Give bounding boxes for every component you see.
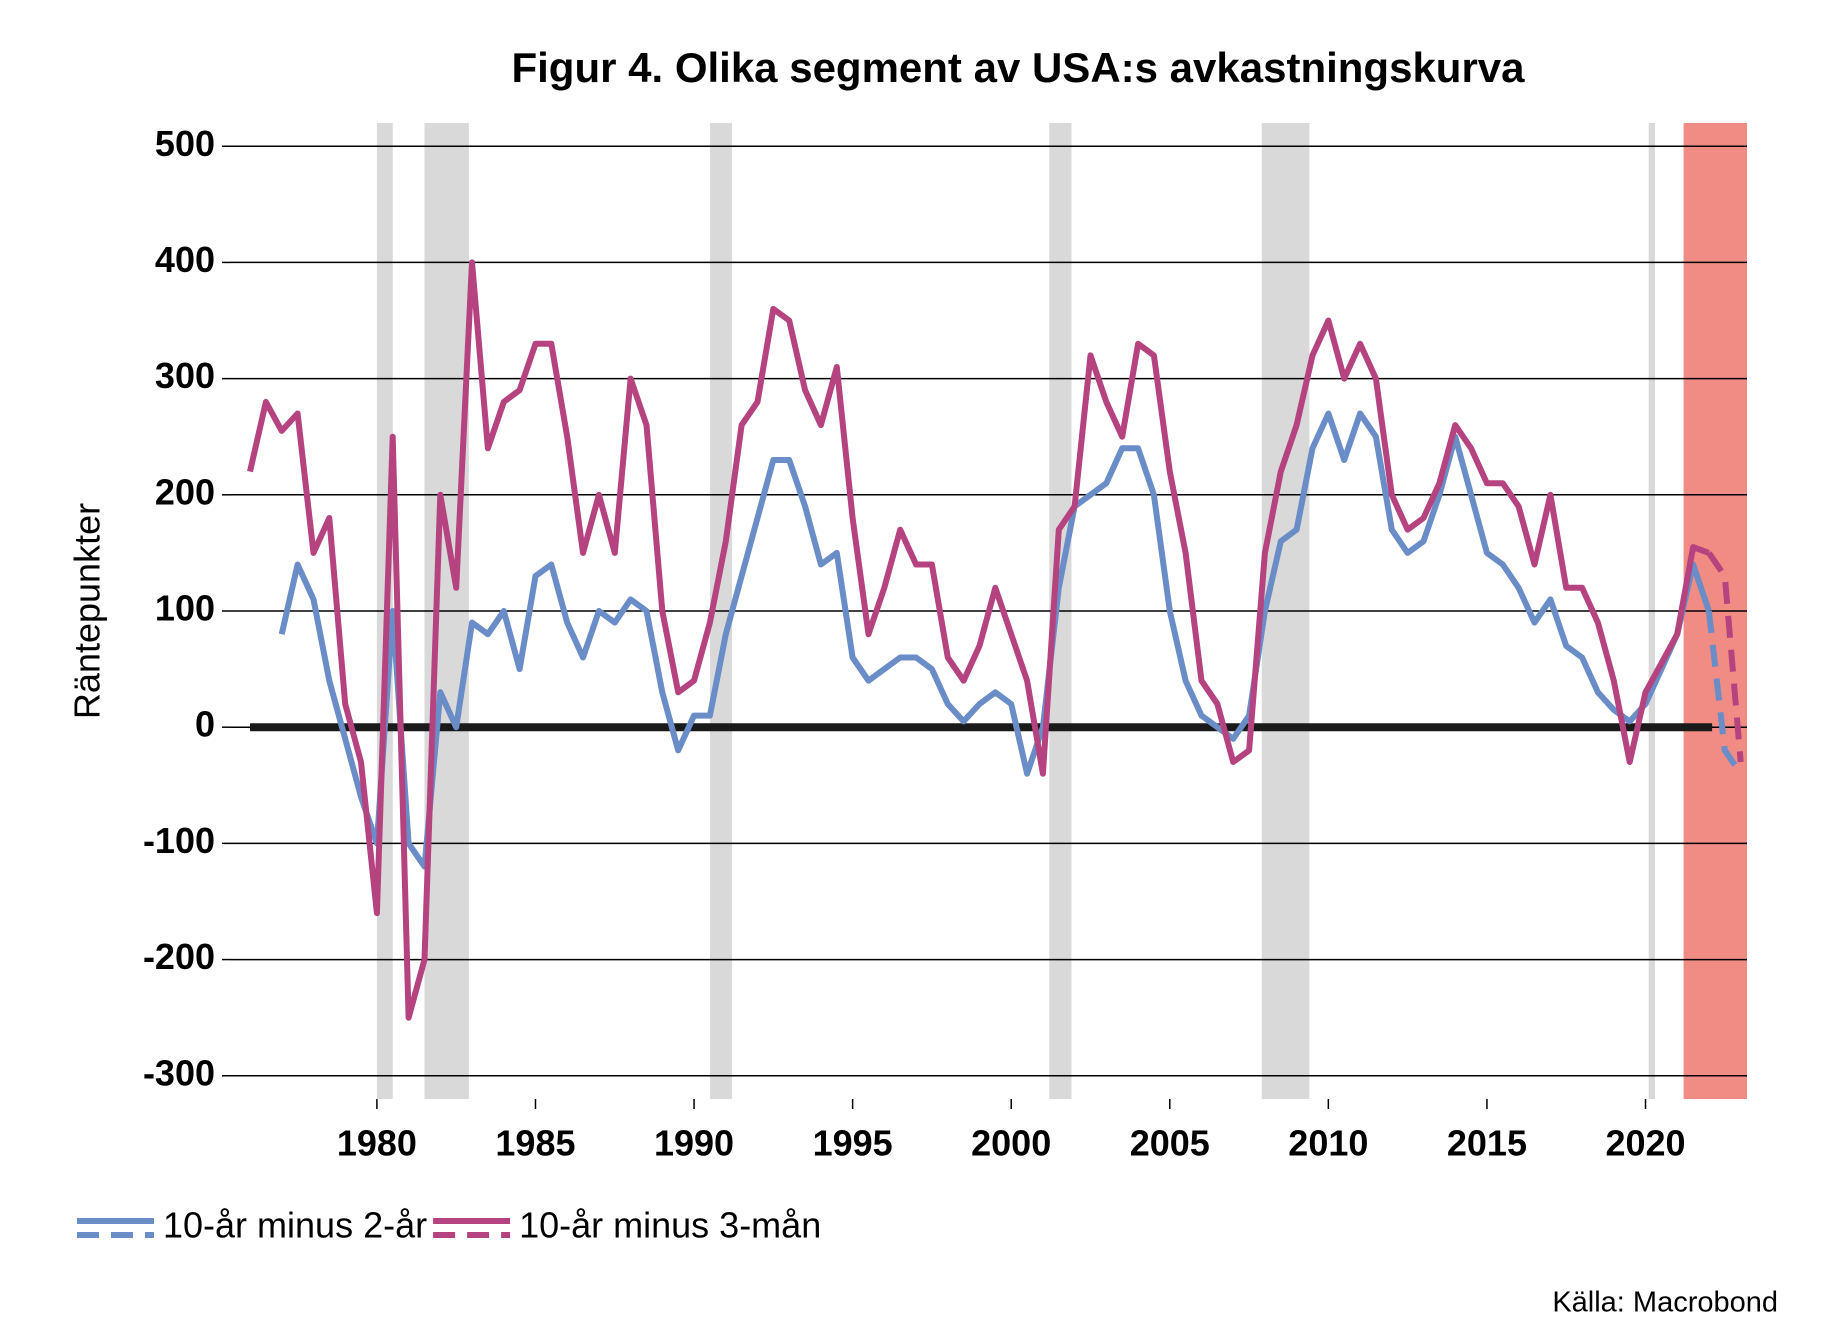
y-tick-label: -300 — [143, 1052, 215, 1093]
y-tick-label: -200 — [143, 936, 215, 977]
x-tick-label: 2005 — [1130, 1123, 1210, 1164]
x-tick-label: 2015 — [1447, 1123, 1527, 1164]
legend-item: 10-år minus 2-år — [77, 1205, 427, 1246]
x-tick-label: 1995 — [813, 1123, 893, 1164]
series-line — [278, 410, 1712, 870]
x-tick-label: 2020 — [1605, 1123, 1685, 1164]
x-tick-label: 1990 — [654, 1123, 734, 1164]
chart-title: Figur 4. Olika segment av USA:s avkastni… — [511, 44, 1525, 91]
y-tick-label: 400 — [155, 239, 215, 280]
y-tick-label: 100 — [155, 588, 215, 629]
y-tick-label: 0 — [195, 704, 215, 745]
series-line-dashed — [1705, 610, 1744, 776]
y-tick-label: 300 — [155, 355, 215, 396]
source-note: Källa: Macrobond — [1552, 1287, 1778, 1319]
y-axis-label: Räntepunkter — [67, 503, 108, 719]
x-tick-label: 1980 — [337, 1123, 417, 1164]
legend-item: 10-år minus 3-mån — [433, 1205, 821, 1246]
y-tick-label: 200 — [155, 471, 215, 512]
series-line-dashed — [1706, 551, 1744, 763]
legend-label: 10-år minus 2-år — [163, 1205, 427, 1246]
legend-label: 10-år minus 3-mån — [519, 1205, 821, 1246]
series-line — [247, 259, 1710, 1021]
x-tick-label: 2000 — [971, 1123, 1051, 1164]
x-tick-label: 2010 — [1288, 1123, 1368, 1164]
y-tick-label: 500 — [155, 123, 215, 164]
x-tick-label: 1985 — [495, 1123, 575, 1164]
y-tick-label: -100 — [143, 820, 215, 861]
